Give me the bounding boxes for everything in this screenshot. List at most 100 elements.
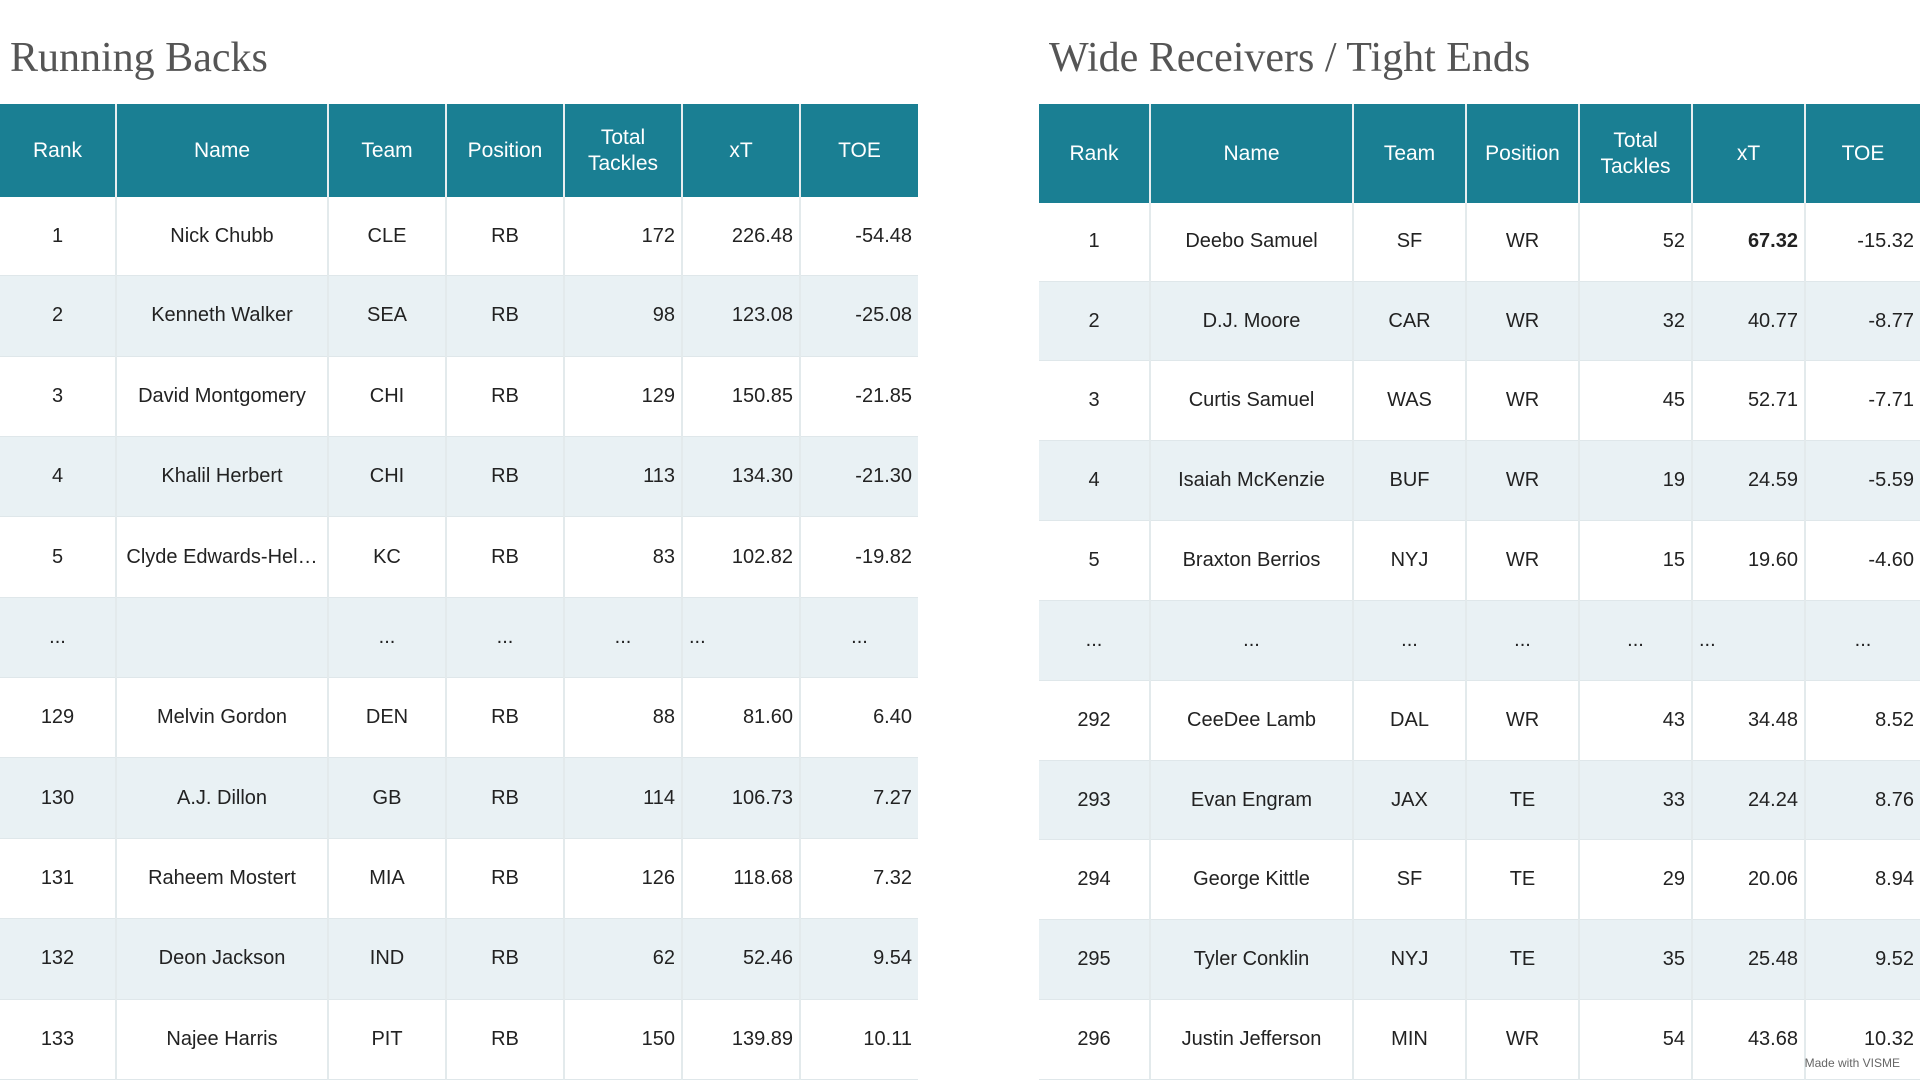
cell-total-tackles: 54 <box>1579 999 1693 1080</box>
cell-rank: 1 <box>1039 203 1151 282</box>
cell-xt: 52.71 <box>1692 360 1806 442</box>
cell-name: Tyler Conklin <box>1150 919 1354 1001</box>
cell-xt: 19.60 <box>1692 520 1806 601</box>
cell-total-tackles: 19 <box>1579 440 1693 522</box>
cell-toe: -21.85 <box>800 356 918 437</box>
cell-total-tackles: 29 <box>1579 839 1693 921</box>
cell-xt: 106.73 <box>682 757 801 839</box>
cell-total-tackles: 35 <box>1579 919 1693 1001</box>
table-row: 293 Evan Engram JAX TE 33 24.24 8.76 <box>1039 760 1920 841</box>
table-header-row: Rank Name Team Position Total Tackles xT… <box>1039 104 1920 203</box>
table-row: 2 Kenneth Walker SEA RB 98 123.08 -25.08 <box>0 275 918 357</box>
header-xt: xT <box>1692 104 1806 203</box>
cell-team: CHI <box>328 356 447 437</box>
cell-rank: 4 <box>0 436 117 518</box>
cell-position: RB <box>446 275 565 357</box>
cell-toe: 10.32 <box>1805 999 1920 1080</box>
cell-xt: 20.06 <box>1692 839 1806 921</box>
cell-toe: 8.52 <box>1805 680 1920 761</box>
cell-team: SF <box>1353 839 1467 921</box>
cell-team: PIT <box>328 999 447 1080</box>
table-row: 3 Curtis Samuel WAS WR 45 52.71 -7.71 <box>1039 360 1920 442</box>
cell-team: KC <box>328 516 447 598</box>
cell-xt: ... <box>1692 600 1806 681</box>
header-position: Position <box>1466 104 1580 203</box>
cell-team: GB <box>328 757 447 839</box>
cell-rank: 132 <box>0 918 117 1000</box>
cell-team: JAX <box>1353 760 1467 841</box>
cell-total-tackles: 43 <box>1579 680 1693 761</box>
cell-name: Deebo Samuel <box>1150 203 1354 282</box>
table-row: ..................... <box>1039 600 1920 681</box>
cell-xt: 134.30 <box>682 436 801 518</box>
cell-toe: 9.52 <box>1805 919 1920 1001</box>
cell-xt: 150.85 <box>682 356 801 437</box>
cell-rank: 5 <box>1039 520 1151 601</box>
cell-team: MIA <box>328 838 447 920</box>
table-row: 130 A.J. Dillon GB RB 114 106.73 7.27 <box>0 757 918 839</box>
cell-team: DAL <box>1353 680 1467 761</box>
cell-position: RB <box>446 436 565 518</box>
header-total-tackles: Total Tackles <box>564 104 683 197</box>
running-backs-table: Rank Name Team Position Total Tackles xT… <box>0 104 918 1080</box>
cell-name: D.J. Moore <box>1150 281 1354 362</box>
cell-position: RB <box>446 516 565 598</box>
cell-xt: 102.82 <box>682 516 801 598</box>
cell-team: CHI <box>328 436 447 518</box>
cell-total-tackles: 15 <box>1579 520 1693 601</box>
cell-name: Clyde Edwards-Hel… <box>116 516 329 598</box>
cell-team: BUF <box>1353 440 1467 522</box>
running-backs-title: Running Backs <box>10 35 268 81</box>
cell-xt: ... <box>682 597 801 679</box>
cell-total-tackles: 126 <box>564 838 683 920</box>
cell-position: RB <box>446 999 565 1080</box>
cell-total-tackles: 114 <box>564 757 683 839</box>
cell-position: WR <box>1466 520 1580 601</box>
cell-total-tackles: 33 <box>1579 760 1693 841</box>
cell-name: David Montgomery <box>116 356 329 437</box>
cell-team: MIN <box>1353 999 1467 1080</box>
table-row: 292 CeeDee Lamb DAL WR 43 34.48 8.52 <box>1039 680 1920 761</box>
cell-rank: 1 <box>0 197 117 277</box>
cell-position: TE <box>1466 760 1580 841</box>
cell-xt: 43.68 <box>1692 999 1806 1080</box>
table-row: 296 Justin Jefferson MIN WR 54 43.68 10.32 <box>1039 999 1920 1080</box>
cell-xt: 81.60 <box>682 677 801 759</box>
cell-total-tackles: 98 <box>564 275 683 357</box>
cell-team: SEA <box>328 275 447 357</box>
table-row: 4 Khalil Herbert CHI RB 113 134.30 -21.30 <box>0 436 918 518</box>
cell-xt: 24.59 <box>1692 440 1806 522</box>
cell-position: WR <box>1466 281 1580 362</box>
header-xt: xT <box>682 104 801 197</box>
cell-name: Justin Jefferson <box>1150 999 1354 1080</box>
cell-position: RB <box>446 356 565 437</box>
cell-xt: 226.48 <box>682 197 801 277</box>
cell-name: Evan Engram <box>1150 760 1354 841</box>
cell-total-tackles: 32 <box>1579 281 1693 362</box>
cell-total-tackles: 150 <box>564 999 683 1080</box>
cell-position: ... <box>446 597 565 679</box>
cell-total-tackles: 83 <box>564 516 683 598</box>
cell-name: Melvin Gordon <box>116 677 329 759</box>
table-row: 1 Deebo Samuel SF WR 52 67.32 -15.32 <box>1039 203 1920 282</box>
cell-rank: 129 <box>0 677 117 759</box>
header-position: Position <box>446 104 565 197</box>
table-row: 295 Tyler Conklin NYJ TE 35 25.48 9.52 <box>1039 919 1920 1001</box>
cell-total-tackles: 172 <box>564 197 683 277</box>
header-total-tackles: Total Tackles <box>1579 104 1693 203</box>
table-row: 131 Raheem Mostert MIA RB 126 118.68 7.32 <box>0 838 918 920</box>
cell-xt: 25.48 <box>1692 919 1806 1001</box>
cell-name: Isaiah McKenzie <box>1150 440 1354 522</box>
cell-rank: 294 <box>1039 839 1151 921</box>
cell-toe: 7.32 <box>800 838 918 920</box>
cell-total-tackles: 45 <box>1579 360 1693 442</box>
cell-rank: ... <box>1039 600 1151 681</box>
table-row: .................. <box>0 597 918 679</box>
header-rank: Rank <box>1039 104 1151 203</box>
cell-position: WR <box>1466 999 1580 1080</box>
cell-name: Nick Chubb <box>116 197 329 277</box>
wide-receivers-title: Wide Receivers / Tight Ends <box>1049 35 1531 81</box>
cell-team: DEN <box>328 677 447 759</box>
wide-receivers-table: Rank Name Team Position Total Tackles xT… <box>1039 104 1920 1080</box>
cell-toe: -25.08 <box>800 275 918 357</box>
